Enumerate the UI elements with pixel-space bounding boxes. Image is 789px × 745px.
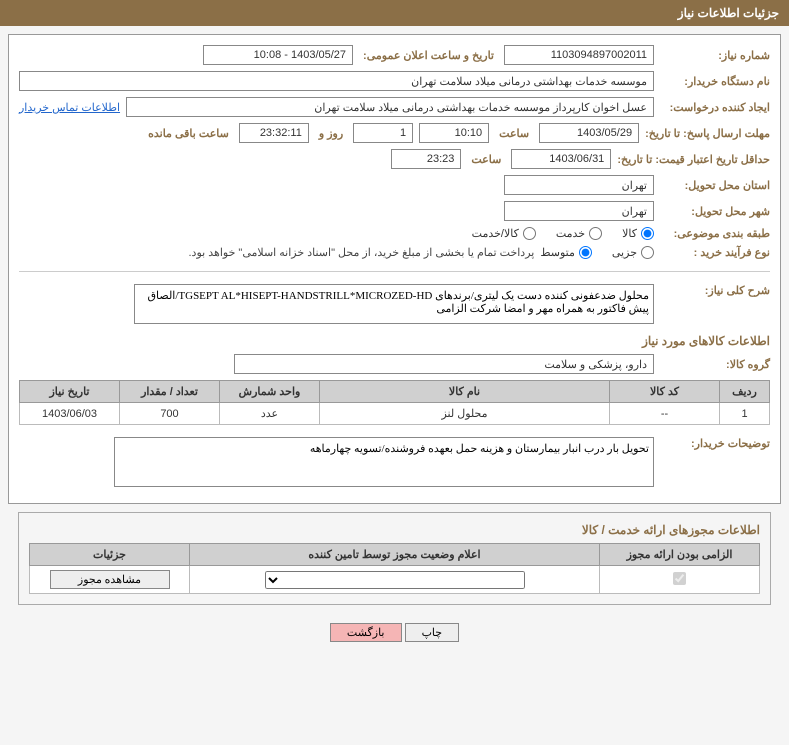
announce-date-value: 1403/05/27 - 10:08	[203, 45, 353, 65]
time-label-2: ساعت	[471, 153, 501, 166]
back-button[interactable]: بازگشت	[330, 623, 402, 642]
province-label: استان محل تحویل:	[660, 179, 770, 192]
remaining-label: ساعت باقی مانده	[148, 127, 229, 140]
category-label: طبقه بندی موضوعی:	[660, 227, 770, 240]
summary-label: شرح کلی نیاز:	[660, 284, 770, 297]
announce-label: تاریخ و ساعت اعلان عمومی:	[363, 49, 494, 62]
th-code: کد کالا	[610, 381, 720, 403]
buyer-contact-link[interactable]: اطلاعات تماس خریدار	[19, 101, 120, 114]
radio-goods-input[interactable]	[641, 227, 654, 240]
th-status: اعلام وضعیت مجوز توسط تامین کننده	[190, 544, 600, 566]
goods-section-title: اطلاعات کالاهای مورد نیاز	[19, 334, 770, 348]
radio-small-input[interactable]	[641, 246, 654, 259]
cell-status	[190, 566, 600, 594]
time-label-1: ساعت	[499, 127, 529, 140]
need-number-value: 1103094897002011	[504, 45, 654, 65]
cell-unit: عدد	[220, 403, 320, 425]
main-panel: شماره نیاز: 1103094897002011 تاریخ و ساع…	[8, 34, 781, 504]
page-title: جزئیات اطلاعات نیاز	[678, 6, 779, 20]
goods-table: ردیف کد کالا نام کالا واحد شمارش تعداد /…	[19, 380, 770, 425]
summary-textarea[interactable]	[134, 284, 654, 324]
th-details: جزئیات	[30, 544, 190, 566]
radio-medium[interactable]: متوسط	[540, 246, 592, 259]
cell-qty: 700	[120, 403, 220, 425]
cell-mandatory	[600, 566, 760, 594]
cell-name: محلول لنز	[320, 403, 610, 425]
th-unit: واحد شمارش	[220, 381, 320, 403]
bottom-buttons: چاپ بازگشت	[0, 613, 789, 652]
days-and-label: روز و	[319, 127, 343, 140]
mandatory-checkbox	[673, 572, 686, 585]
radio-service-input[interactable]	[589, 227, 602, 240]
th-qty: تعداد / مقدار	[120, 381, 220, 403]
radio-medium-input[interactable]	[579, 246, 592, 259]
radio-goods[interactable]: کالا	[622, 227, 654, 240]
print-button[interactable]: چاپ	[405, 623, 460, 642]
deadline-date: 1403/05/29	[539, 123, 639, 143]
status-select[interactable]	[265, 571, 525, 589]
validity-date: 1403/06/31	[511, 149, 611, 169]
province-value: تهران	[504, 175, 654, 195]
validity-time: 23:23	[391, 149, 461, 169]
buyer-org-label: نام دستگاه خریدار:	[660, 75, 770, 88]
th-date: تاریخ نیاز	[20, 381, 120, 403]
purchase-type-radios: جزیی متوسط	[540, 246, 654, 259]
cell-code: --	[610, 403, 720, 425]
purchase-note: پرداخت تمام یا بخشی از مبلغ خرید، از محل…	[189, 246, 535, 259]
days-remaining: 1	[353, 123, 413, 143]
requester-label: ایجاد کننده درخواست:	[660, 101, 770, 114]
cell-date: 1403/06/03	[20, 403, 120, 425]
group-label: گروه کالا:	[660, 358, 770, 371]
th-name: نام کالا	[320, 381, 610, 403]
page-header: جزئیات اطلاعات نیاز	[0, 0, 789, 26]
table-row: 1 -- محلول لنز عدد 700 1403/06/03	[20, 403, 770, 425]
license-table: الزامی بودن ارائه مجوز اعلام وضعیت مجوز …	[29, 543, 760, 594]
radio-service[interactable]: خدمت	[556, 227, 602, 240]
radio-small[interactable]: جزیی	[612, 246, 654, 259]
table-header-row: ردیف کد کالا نام کالا واحد شمارش تعداد /…	[20, 381, 770, 403]
buyer-notes-label: توضیحات خریدار:	[660, 437, 770, 450]
radio-both[interactable]: کالا/خدمت	[472, 227, 536, 240]
time-remaining: 23:32:11	[239, 123, 309, 143]
license-header-row: الزامی بودن ارائه مجوز اعلام وضعیت مجوز …	[30, 544, 760, 566]
radio-both-input[interactable]	[523, 227, 536, 240]
requester-value: عسل اخوان کارپرداز موسسه خدمات بهداشتی د…	[126, 97, 654, 117]
city-label: شهر محل تحویل:	[660, 205, 770, 218]
license-section-title: اطلاعات مجوزهای ارائه خدمت / کالا	[29, 523, 760, 537]
license-row: مشاهده مجوز	[30, 566, 760, 594]
buyer-org-value: موسسه خدمات بهداشتی درمانی میلاد سلامت ت…	[19, 71, 654, 91]
th-row: ردیف	[720, 381, 770, 403]
buyer-notes-textarea[interactable]	[114, 437, 654, 487]
category-radios: کالا خدمت کالا/خدمت	[472, 227, 654, 240]
city-value: تهران	[504, 201, 654, 221]
deadline-time: 10:10	[419, 123, 489, 143]
purchase-type-label: نوع فرآیند خرید :	[660, 246, 770, 259]
deadline-label: مهلت ارسال پاسخ: تا تاریخ:	[645, 127, 770, 140]
view-license-button[interactable]: مشاهده مجوز	[50, 570, 170, 589]
validity-label: حداقل تاریخ اعتبار قیمت: تا تاریخ:	[617, 153, 770, 166]
cell-details: مشاهده مجوز	[30, 566, 190, 594]
license-panel: اطلاعات مجوزهای ارائه خدمت / کالا الزامی…	[18, 512, 771, 605]
group-value: دارو، پزشکی و سلامت	[234, 354, 654, 374]
th-mandatory: الزامی بودن ارائه مجوز	[600, 544, 760, 566]
cell-row: 1	[720, 403, 770, 425]
need-number-label: شماره نیاز:	[660, 49, 770, 62]
